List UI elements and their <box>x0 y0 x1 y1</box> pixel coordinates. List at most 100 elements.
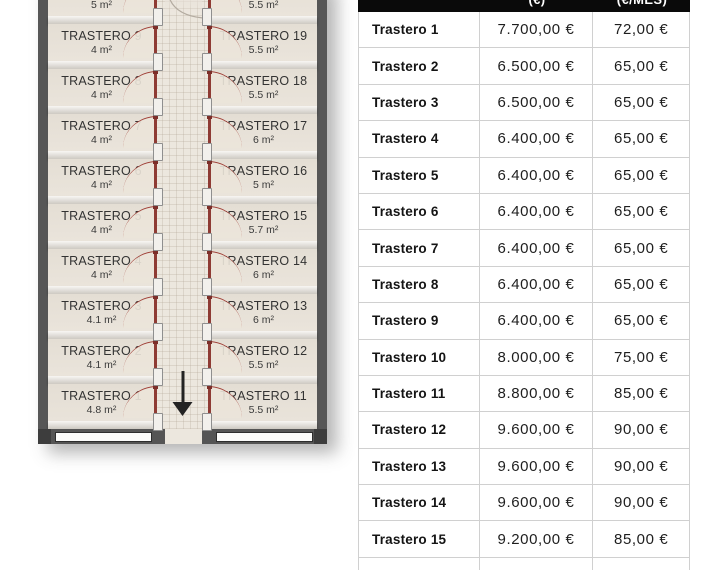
shelf-divider <box>210 421 317 429</box>
unit-floor: TRASTERO 15 5.7 m² <box>207 203 317 241</box>
unit-label: 5 m² <box>48 0 155 12</box>
storage-unit: TRASTERO 5 4 m² <box>48 203 163 251</box>
table-row: Trastero 8 6.400,00 € 65,00 € <box>359 266 689 304</box>
monthly-price-cell: 85,00 € <box>614 385 669 403</box>
price-cell: 9.200,00 € <box>480 521 594 557</box>
storage-unit: TRASTERO 7 4 m² <box>48 113 163 161</box>
unit-label: TRASTERO 6 4 m² <box>48 159 155 192</box>
unit-name: TRASTERO 2 <box>61 344 142 358</box>
table-body: Trastero 1 7.700,00 € 72,00 € Trastero 2… <box>358 12 690 558</box>
unit-label: TRASTERO 4 4 m² <box>48 249 155 282</box>
table-row: Trastero 15 9.200,00 € 85,00 € <box>359 521 689 558</box>
unit-floor: TRASTERO 14 6 m² <box>207 248 317 286</box>
shelf-divider <box>48 61 155 69</box>
table-row: Trastero 13 9.600,00 € 90,00 € <box>359 448 689 486</box>
unit-size: 4 m² <box>91 44 112 56</box>
unit-size: 5 m² <box>253 179 274 191</box>
unit-size: 6 m² <box>253 314 274 326</box>
plan-left-column: 5 m² TRASTERO 9 4 m² <box>48 0 163 431</box>
unit-floor: TRASTERO 4 4 m² <box>48 248 158 286</box>
unit-floor: TRASTERO 6 4 m² <box>48 158 158 196</box>
unit-name-cell: Trastero 5 <box>359 157 480 193</box>
door-swing-icon <box>207 113 242 151</box>
shelf-divider <box>48 331 155 339</box>
shelf-divider <box>210 16 317 24</box>
monthly-price-cell: 90,00 € <box>614 494 669 512</box>
table-body-partial <box>358 557 690 570</box>
plan-body: 5 m² TRASTERO 9 4 m² <box>38 0 327 431</box>
shelf-divider <box>48 196 155 204</box>
storage-unit: 5 m² <box>48 0 163 26</box>
monthly-price-cell: 85,00 € <box>614 530 669 548</box>
window-sill <box>216 432 313 442</box>
unit-name: TRASTERO 11 <box>220 389 307 403</box>
window-sill <box>55 432 152 442</box>
shelf-divider <box>48 16 155 24</box>
unit-size: 5.5 m² <box>248 359 279 371</box>
monthly-price-cell: 65,00 € <box>614 93 669 111</box>
unit-size: 6 m² <box>253 134 274 146</box>
unit-size: 5.5 m² <box>248 89 279 101</box>
unit-floor: TRASTERO 17 6 m² <box>207 113 317 151</box>
unit-label: TRASTERO 5 4 m² <box>48 204 155 237</box>
shelf-divider <box>48 106 155 114</box>
unit-name: TRASTERO 8 <box>61 74 142 88</box>
price-cell: 8.800,00 € <box>480 375 594 412</box>
table-row: Trastero 11 8.800,00 € 85,00 € <box>359 375 689 413</box>
door-swing-icon <box>123 0 158 16</box>
unit-floor: TRASTERO 12 5.5 m² <box>207 338 317 376</box>
table-row: Trastero 9 6.400,00 € 65,00 € <box>359 303 689 340</box>
price-cell: 6.400,00 € <box>480 157 594 193</box>
unit-floor: TRASTERO 19 5.5 m² <box>207 23 317 61</box>
shelf-divider <box>210 151 317 159</box>
unit-label: 5.5 m² <box>210 0 317 12</box>
door-swing-icon <box>207 0 242 16</box>
table-row: Trastero 2 6.500,00 € 65,00 € <box>359 48 689 85</box>
unit-name-cell: Trastero 7 <box>359 230 480 266</box>
table-header: (€) (€/MES) <box>358 0 690 12</box>
unit-name: TRASTERO 4 <box>61 254 142 268</box>
price-cell: 6.500,00 € <box>480 84 594 121</box>
header-price-column: (€) <box>480 0 594 7</box>
unit-name: TRASTERO 6 <box>61 164 142 178</box>
storage-floorplan: 5 m² TRASTERO 9 4 m² <box>38 0 327 444</box>
price-cell: 6.400,00 € <box>480 230 594 266</box>
unit-name: TRASTERO 18 <box>219 74 308 88</box>
table-row: Trastero 7 6.400,00 € 65,00 € <box>359 230 689 267</box>
unit-label: TRASTERO 12 5.5 m² <box>210 339 317 372</box>
unit-label: TRASTERO 19 5.5 m² <box>210 24 317 57</box>
entrance-floor <box>165 0 202 14</box>
monthly-price-cell: 65,00 € <box>614 203 669 221</box>
unit-size: 4 m² <box>91 269 112 281</box>
shelf-divider <box>210 241 317 249</box>
monthly-price-cell: 65,00 € <box>614 275 669 293</box>
unit-floor: 5 m² <box>48 0 158 16</box>
unit-size: 5.7 m² <box>248 224 279 236</box>
monthly-price-cell: 65,00 € <box>614 166 669 184</box>
unit-name: TRASTERO 17 <box>219 119 308 133</box>
shelf-divider <box>210 286 317 294</box>
unit-label: TRASTERO 14 6 m² <box>210 249 317 282</box>
unit-label: TRASTERO 17 6 m² <box>210 114 317 147</box>
down-arrow-icon <box>181 371 184 403</box>
monthly-price-cell: 65,00 € <box>614 312 669 330</box>
unit-name-cell: Trastero 8 <box>359 266 480 303</box>
monthly-price-cell: 72,00 € <box>614 21 669 39</box>
shelf-divider <box>48 421 155 429</box>
shelf-divider <box>210 331 317 339</box>
shelf-divider <box>48 376 155 384</box>
price-cell: 9.600,00 € <box>480 412 594 448</box>
table-row: Trastero 4 6.400,00 € 65,00 € <box>359 121 689 158</box>
unit-size: 4 m² <box>91 179 112 191</box>
entrance-opening <box>165 429 202 444</box>
unit-name-cell: Trastero 12 <box>359 412 480 448</box>
unit-floor: TRASTERO 13 6 m² <box>207 293 317 331</box>
price-cell: 6.400,00 € <box>480 303 594 339</box>
bottom-wall <box>38 429 327 444</box>
unit-label: TRASTERO 13 6 m² <box>210 294 317 327</box>
unit-label: TRASTERO 2 4.1 m² <box>48 339 155 372</box>
storage-unit: TRASTERO 1 4.8 m² <box>48 383 163 431</box>
storage-unit: TRASTERO 14 6 m² <box>202 248 317 296</box>
storage-unit: TRASTERO 13 6 m² <box>202 293 317 341</box>
unit-size: 5 m² <box>91 0 112 11</box>
